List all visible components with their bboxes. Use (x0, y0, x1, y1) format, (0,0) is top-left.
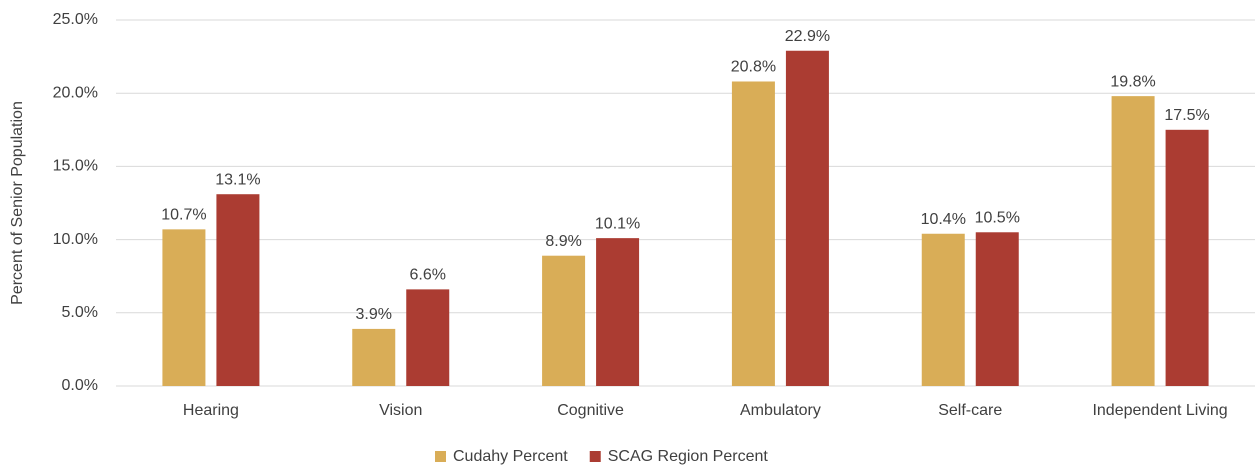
bar (1165, 129, 1209, 387)
data-label: 10.5% (975, 209, 1020, 226)
data-label: 8.9% (545, 233, 581, 250)
data-label: 6.6% (410, 267, 446, 284)
legend-swatch (589, 451, 601, 462)
data-label: 3.9% (356, 306, 392, 323)
y-axis-label: Percent of Senior Population (9, 101, 26, 305)
y-tick-label: 5.0% (62, 304, 98, 321)
bar (406, 289, 450, 386)
bar (921, 233, 965, 386)
x-tick-label: Vision (379, 402, 422, 419)
x-tick-label: Ambulatory (740, 402, 821, 419)
bar (785, 50, 829, 387)
bar (731, 81, 775, 386)
bar (542, 255, 586, 386)
data-label: 22.9% (785, 28, 830, 45)
data-label: 10.7% (161, 207, 206, 224)
data-label: 13.1% (215, 171, 260, 188)
data-label: 17.5% (1164, 107, 1209, 124)
bar (596, 238, 640, 386)
bar (1111, 96, 1155, 387)
data-label: 10.4% (921, 211, 966, 228)
x-tick-label: Cognitive (557, 402, 624, 419)
bar (975, 232, 1019, 386)
y-tick-label: 15.0% (53, 158, 98, 175)
x-tick-label: Hearing (183, 402, 239, 419)
legend-swatch (435, 451, 446, 462)
x-tick-label: Independent Living (1092, 402, 1227, 419)
bar (162, 229, 206, 386)
data-label: 19.8% (1110, 73, 1155, 90)
legend-label: SCAG Region Percent (608, 448, 769, 465)
data-label: 10.1% (595, 215, 640, 232)
y-tick-label: 25.0% (53, 11, 98, 28)
x-tick-label: Self-care (938, 402, 1002, 419)
bar (352, 328, 396, 386)
legend-label: Cudahy Percent (453, 448, 568, 465)
data-label: 20.8% (731, 59, 776, 76)
y-tick-label: 20.0% (53, 84, 98, 101)
y-tick-label: 0.0% (62, 377, 98, 394)
y-tick-label: 10.0% (53, 231, 98, 248)
bar (216, 194, 260, 386)
